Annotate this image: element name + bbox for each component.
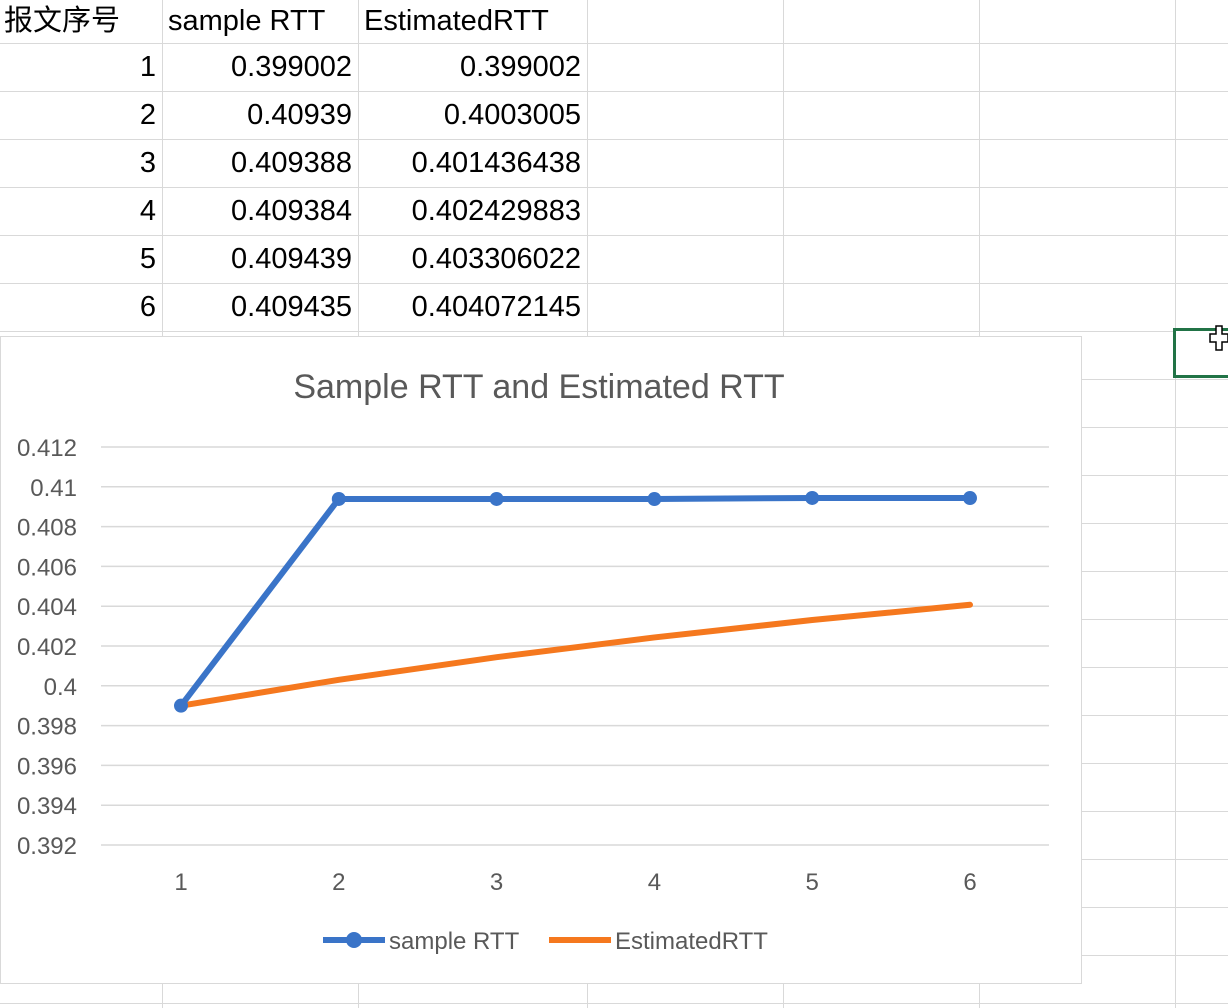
y-tick-label: 0.4 xyxy=(44,674,77,701)
x-tick-label: 6 xyxy=(963,869,976,896)
legend-marker-sample-rtt xyxy=(346,932,362,948)
legend-label-sample-rtt: sample RTT xyxy=(389,928,520,955)
series-line-sample-rtt xyxy=(178,494,973,709)
chart-canvas: Sample RTT and Estimated RTT 0.3920.3940… xyxy=(17,368,1049,955)
y-tick-label: 0.402 xyxy=(17,634,77,661)
legend-label-estimated-rtt: EstimatedRTT xyxy=(615,928,768,955)
cell-seq[interactable]: 4 xyxy=(139,195,156,227)
data-point xyxy=(805,490,820,505)
data-point xyxy=(647,492,662,507)
line-chart[interactable]: Sample RTT and Estimated RTT 0.392 0.394 0… xyxy=(0,336,1082,984)
cell-estimated-rtt[interactable]: 0.403306022 xyxy=(411,243,581,275)
cell-sample-rtt[interactable]: 0.40939 xyxy=(247,99,352,131)
row-divider xyxy=(0,331,1228,332)
x-tick-label: 1 xyxy=(174,869,187,896)
series-line-estimated-rtt xyxy=(178,601,973,709)
row-divider xyxy=(0,283,1228,284)
series-lines xyxy=(174,490,977,713)
cell-seq[interactable]: 2 xyxy=(139,99,156,131)
data-point xyxy=(963,491,977,506)
x-tick-label: 2 xyxy=(332,869,345,896)
cell-seq[interactable]: 3 xyxy=(139,147,156,179)
cell-sample-rtt[interactable]: 0.409435 xyxy=(231,291,352,323)
x-tick-label: 3 xyxy=(490,869,503,896)
x-tick-label: 4 xyxy=(648,869,661,896)
cell-estimated-rtt[interactable]: 0.402429883 xyxy=(411,195,581,227)
legend[interactable]: sample RTT EstimatedRTT xyxy=(323,928,768,955)
cell-sample-rtt[interactable]: 0.409384 xyxy=(231,195,352,227)
cell-sample-rtt[interactable]: 0.409439 xyxy=(231,243,352,275)
x-tick-label: 5 xyxy=(806,869,819,896)
cell-sample-rtt[interactable]: 0.399002 xyxy=(231,51,352,83)
cell-seq[interactable]: 6 xyxy=(139,291,156,323)
column-divider xyxy=(1175,0,1176,1008)
y-tick-label: 0.408 xyxy=(17,515,77,542)
y-tick-label: 0.404 xyxy=(17,594,77,621)
data-point xyxy=(489,491,504,506)
gridlines xyxy=(101,446,1049,846)
y-tick-label: 0.398 xyxy=(17,714,77,741)
cell-seq[interactable]: 1 xyxy=(139,51,156,83)
cell-estimated-rtt[interactable]: 0.404072145 xyxy=(411,291,581,323)
y-tick-label: 0.396 xyxy=(17,753,77,780)
x-axis-tick-labels: 1 2 3 4 5 6 xyxy=(174,869,976,896)
cell-estimated-rtt[interactable]: 0.401436438 xyxy=(411,147,581,179)
row-divider xyxy=(0,187,1228,188)
row-divider xyxy=(0,1003,1228,1004)
row-divider xyxy=(0,139,1228,140)
cell-estimated-rtt[interactable]: 0.4003005 xyxy=(443,99,581,131)
row-divider xyxy=(0,43,1228,44)
y-tick-label: 0.41 xyxy=(30,475,77,502)
cell-seq[interactable]: 5 xyxy=(139,243,156,275)
cross-cursor-icon xyxy=(1209,325,1228,351)
data-point xyxy=(331,491,346,506)
cell-sample-rtt[interactable]: 0.409388 xyxy=(231,147,352,179)
y-tick-label: 0.394 xyxy=(17,793,77,820)
cell-estimated-rtt[interactable]: 0.399002 xyxy=(460,51,581,83)
chart-title: Sample RTT and Estimated RTT xyxy=(293,368,784,406)
row-divider xyxy=(0,91,1228,92)
header-cell-sequence[interactable]: 报文序号 xyxy=(4,5,121,37)
header-cell-estimated-rtt[interactable]: EstimatedRTT xyxy=(364,5,549,37)
y-tick-label: 0.412 xyxy=(17,435,77,462)
header-cell-sample-rtt[interactable]: sample RTT xyxy=(168,5,326,37)
y-tick-label: 0.392 xyxy=(17,833,77,860)
data-point xyxy=(174,698,188,713)
y-axis-tick-labels: 0.392 0.394 0.396 0.398 0.4 0.402 0.404 0.406 0.… xyxy=(17,435,77,860)
y-tick-label: 0.406 xyxy=(17,554,77,581)
row-divider xyxy=(0,235,1228,236)
